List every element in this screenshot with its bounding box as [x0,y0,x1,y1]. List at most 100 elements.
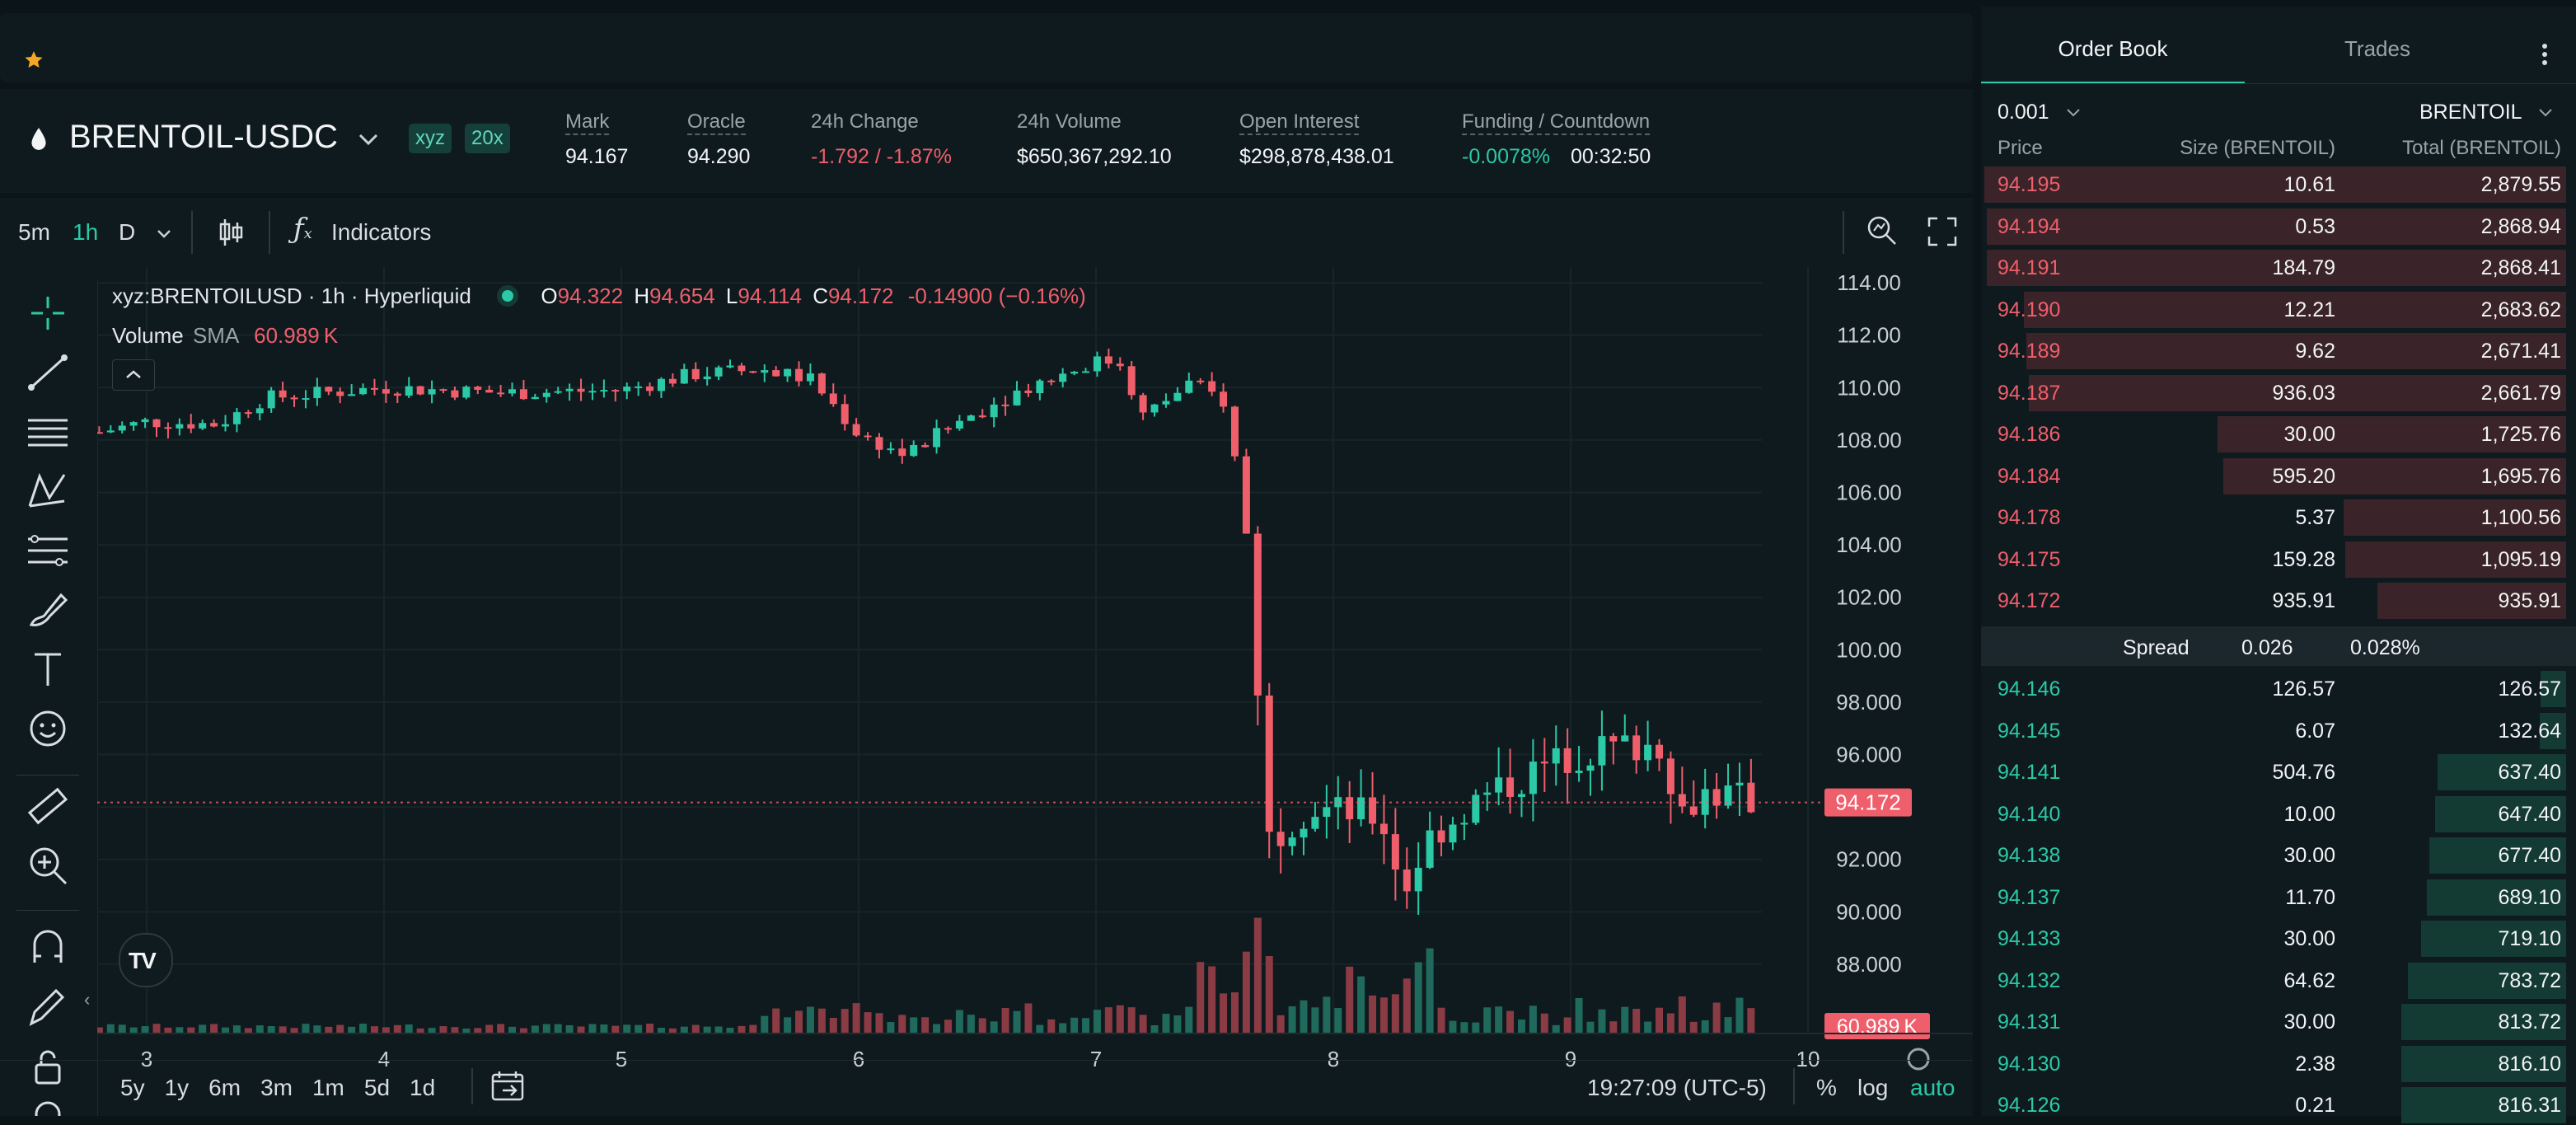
ask-row[interactable]: 94.191 184.79 2,868.41 [1981,248,2576,288]
tick-size-select[interactable]: 0.001 [1998,101,2082,124]
volume-bar [1070,1017,1079,1034]
order-total: 2,879.55 [2480,173,2561,196]
y-tick-label: 102.00 [1836,585,1902,610]
pattern-icon[interactable] [21,465,74,518]
order-total: 816.10 [2498,1052,2561,1076]
ask-row[interactable]: 94.172 935.91 935.91 [1981,581,2576,621]
auto-toggle[interactable]: auto [1910,1075,1955,1100]
brush-icon[interactable] [21,584,74,636]
chart-clock[interactable]: 19:27:09 (UTC-5) [1587,1075,1767,1100]
volume-bar [1552,1024,1560,1034]
indicators-button[interactable]: Indicators [331,219,431,246]
chevron-down-icon[interactable] [356,130,381,148]
fullscreen-icon[interactable] [1927,216,1958,247]
interval-1h[interactable]: 1h [73,219,98,246]
candle-body [600,390,608,392]
bid-row[interactable]: 94.140 10.00 647.40 [1981,795,2576,834]
volume-bar [1449,1020,1457,1034]
bid-row[interactable]: 94.146 126.57 126.57 [1981,669,2576,709]
order-total: 2,868.41 [2480,256,2561,279]
tradingview-logo-icon[interactable]: TV [119,933,173,987]
unit-value: BRENTOIL [2419,101,2522,124]
interval-d[interactable]: D [119,219,135,246]
bid-row[interactable]: 94.133 30.00 719.10 [1981,919,2576,959]
volume-indicator: SMA [192,323,238,348]
function-icon[interactable]: ƒx [293,213,312,246]
volume-bar [1678,996,1686,1034]
bid-row[interactable]: 94.126 0.21 816.31 [1981,1085,2576,1125]
ask-row[interactable]: 94.178 5.37 1,100.56 [1981,498,2576,537]
calendar-goto-icon[interactable] [489,1068,527,1103]
range-1m[interactable]: 1m [311,1075,344,1100]
order-price: 94.186 [1998,423,2061,446]
tab-order-book[interactable]: Order Book [1981,7,2245,84]
range-3m[interactable]: 3m [260,1075,293,1100]
volume-bar [1666,1013,1674,1034]
range-1d[interactable]: 1d [410,1075,436,1100]
ruler-icon[interactable] [21,780,74,832]
volume-bar [129,1027,138,1034]
candle-body [1529,762,1537,795]
ask-row[interactable]: 94.175 159.28 1,095.19 [1981,540,2576,579]
market-symbol[interactable]: BRENTOIL-USDC [69,119,338,155]
bid-row[interactable]: 94.141 504.76 637.40 [1981,752,2576,792]
unit-select[interactable]: BRENTOIL [2419,101,2554,124]
volume-bar [738,1025,746,1034]
bid-row[interactable]: 94.132 64.62 783.72 [1981,961,2576,1001]
order-price: 94.138 [1998,844,2061,867]
ask-row[interactable]: 94.187 936.03 2,661.79 [1981,373,2576,413]
ask-row[interactable]: 94.194 0.53 2,868.94 [1981,207,2576,246]
range-1y[interactable]: 1y [164,1075,190,1100]
x-tick-label: 8 [1328,1047,1339,1071]
ask-row[interactable]: 94.189 9.62 2,671.41 [1981,331,2576,371]
log-toggle[interactable]: log [1857,1075,1889,1100]
candle-body [577,388,585,392]
pencil-lock-icon[interactable] [21,981,74,1034]
bid-row[interactable]: 94.131 30.00 813.72 [1981,1002,2576,1042]
eye-icon[interactable] [21,1096,74,1116]
ask-row[interactable]: 94.186 30.00 1,725.76 [1981,415,2576,454]
star-icon[interactable] [23,49,44,71]
volume-bar [451,1027,459,1034]
range-6m[interactable]: 6m [208,1075,241,1100]
candle-body [1082,371,1090,373]
zoom-in-icon[interactable] [21,839,74,892]
ask-row[interactable]: 94.184 595.20 1,695.76 [1981,457,2576,496]
chevron-down-icon[interactable] [155,227,173,241]
leverage-badge[interactable]: 20x [465,124,510,153]
range-5d[interactable]: 5d [363,1075,391,1100]
candle-body [1689,806,1698,815]
bid-row[interactable]: 94.145 6.07 132.64 [1981,711,2576,751]
tab-trades[interactable]: Trades [2245,7,2510,84]
emoji-icon[interactable] [21,702,74,755]
ask-row[interactable]: 94.195 10.61 2,879.55 [1981,165,2576,204]
bid-row[interactable]: 94.130 2.38 816.10 [1981,1044,2576,1084]
crosshair-icon[interactable] [21,287,74,340]
trend-line-icon[interactable] [21,346,74,399]
candle-body [255,408,264,414]
bid-row[interactable]: 94.138 30.00 677.40 [1981,836,2576,875]
bid-row[interactable]: 94.137 11.70 689.10 [1981,878,2576,917]
collapse-legend-button[interactable] [112,359,155,391]
percent-toggle[interactable]: % [1816,1075,1837,1100]
horizontal-lines-icon[interactable] [21,405,74,458]
magnet-icon[interactable] [21,921,74,974]
candle-body [1265,695,1273,832]
more-vertical-icon[interactable] [2540,43,2550,66]
volume-bar [1621,1006,1629,1034]
range-5y[interactable]: 5y [120,1075,145,1100]
fib-icon[interactable] [21,524,74,577]
interval-5m[interactable]: 5m [18,219,50,246]
text-icon[interactable] [21,643,74,696]
candles-icon[interactable] [216,214,246,251]
stat-open-interest: Open Interest $298,878,438.01 [1239,110,1394,169]
ask-row[interactable]: 94.190 12.21 2,683.62 [1981,290,2576,330]
legend-l-label: L [725,284,738,308]
lock-icon[interactable] [21,1040,74,1093]
candle-body [588,391,597,393]
zoom-search-icon[interactable] [1864,213,1900,249]
price-chart[interactable]: 114.00 112.00 110.00 108.00 106.00 104.00 102.… [97,267,1973,1116]
y-tick-label: 100.00 [1836,637,1902,662]
collapse-arrow-icon[interactable]: ‹ [84,989,91,1010]
volume-bar [1220,993,1228,1034]
